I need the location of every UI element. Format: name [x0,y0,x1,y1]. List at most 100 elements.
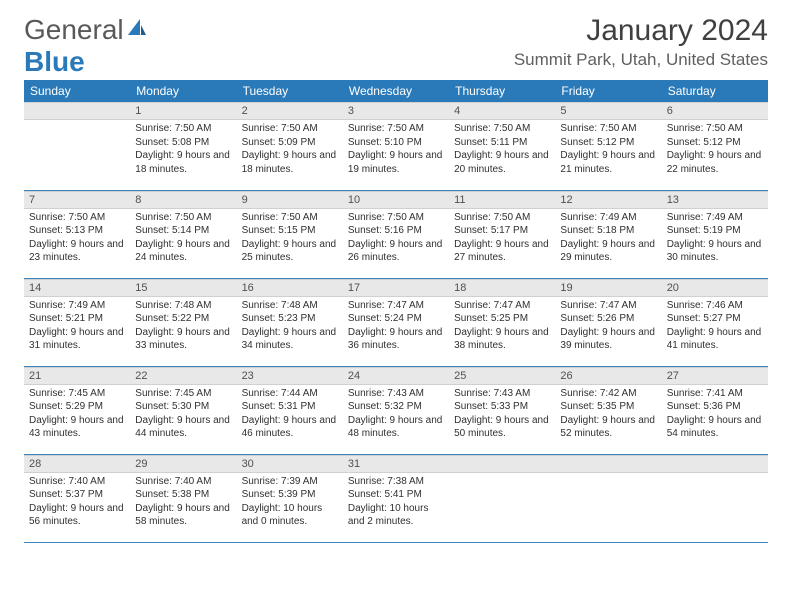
sunset-line: Sunset: 5:16 PM [348,224,444,238]
sunset-line: Sunset: 5:37 PM [29,488,125,502]
calendar-cell: 22Sunrise: 7:45 AMSunset: 5:30 PMDayligh… [130,366,236,454]
day-number: 17 [343,279,449,297]
day-details: Sunrise: 7:49 AMSunset: 5:18 PMDaylight:… [555,209,661,269]
daylight-line: Daylight: 9 hours and 27 minutes. [454,238,550,265]
sunrise-line: Sunrise: 7:45 AM [135,387,231,401]
sunset-line: Sunset: 5:09 PM [242,136,338,150]
sunrise-line: Sunrise: 7:47 AM [560,299,656,313]
day-details: Sunrise: 7:50 AMSunset: 5:16 PMDaylight:… [343,209,449,269]
calendar-cell: 3Sunrise: 7:50 AMSunset: 5:10 PMDaylight… [343,102,449,190]
sunrise-line: Sunrise: 7:50 AM [454,122,550,136]
day-number: 1 [130,102,236,120]
day-number: 16 [237,279,343,297]
weekday-header: Saturday [662,80,768,102]
sunset-line: Sunset: 5:24 PM [348,312,444,326]
daylight-line: Daylight: 9 hours and 22 minutes. [667,149,763,176]
sunset-line: Sunset: 5:17 PM [454,224,550,238]
calendar-cell: 7Sunrise: 7:50 AMSunset: 5:13 PMDaylight… [24,190,130,278]
day-details: Sunrise: 7:41 AMSunset: 5:36 PMDaylight:… [662,385,768,445]
calendar-cell: 25Sunrise: 7:43 AMSunset: 5:33 PMDayligh… [449,366,555,454]
sunrise-line: Sunrise: 7:50 AM [560,122,656,136]
daylight-line: Daylight: 9 hours and 39 minutes. [560,326,656,353]
sunset-line: Sunset: 5:31 PM [242,400,338,414]
calendar-cell: 19Sunrise: 7:47 AMSunset: 5:26 PMDayligh… [555,278,661,366]
day-details: Sunrise: 7:49 AMSunset: 5:21 PMDaylight:… [24,297,130,357]
sunset-line: Sunset: 5:35 PM [560,400,656,414]
daylight-line: Daylight: 9 hours and 43 minutes. [29,414,125,441]
sunrise-line: Sunrise: 7:40 AM [29,475,125,489]
daylight-line: Daylight: 9 hours and 38 minutes. [454,326,550,353]
day-number: 4 [449,102,555,120]
day-number: 23 [237,367,343,385]
daylight-line: Daylight: 9 hours and 33 minutes. [135,326,231,353]
day-number: 30 [237,455,343,473]
day-number: 12 [555,191,661,209]
sunrise-line: Sunrise: 7:50 AM [348,211,444,225]
sunset-line: Sunset: 5:41 PM [348,488,444,502]
daylight-line: Daylight: 9 hours and 52 minutes. [560,414,656,441]
day-details: Sunrise: 7:43 AMSunset: 5:32 PMDaylight:… [343,385,449,445]
sunset-line: Sunset: 5:36 PM [667,400,763,414]
daylight-line: Daylight: 9 hours and 23 minutes. [29,238,125,265]
calendar-row: 7Sunrise: 7:50 AMSunset: 5:13 PMDaylight… [24,190,768,278]
day-details: Sunrise: 7:45 AMSunset: 5:30 PMDaylight:… [130,385,236,445]
day-number: 20 [662,279,768,297]
weekday-header: Sunday [24,80,130,102]
day-details: Sunrise: 7:38 AMSunset: 5:41 PMDaylight:… [343,473,449,533]
sunrise-line: Sunrise: 7:49 AM [29,299,125,313]
calendar-cell: 4Sunrise: 7:50 AMSunset: 5:11 PMDaylight… [449,102,555,190]
day-details: Sunrise: 7:45 AMSunset: 5:29 PMDaylight:… [24,385,130,445]
day-number: 10 [343,191,449,209]
day-number: 26 [555,367,661,385]
day-details: Sunrise: 7:47 AMSunset: 5:25 PMDaylight:… [449,297,555,357]
day-details: Sunrise: 7:47 AMSunset: 5:26 PMDaylight:… [555,297,661,357]
sunrise-line: Sunrise: 7:45 AM [29,387,125,401]
calendar-cell: 30Sunrise: 7:39 AMSunset: 5:39 PMDayligh… [237,454,343,542]
sunrise-line: Sunrise: 7:38 AM [348,475,444,489]
day-details: Sunrise: 7:42 AMSunset: 5:35 PMDaylight:… [555,385,661,445]
daylight-line: Daylight: 9 hours and 31 minutes. [29,326,125,353]
brand-part1: General [24,14,124,46]
calendar-row: 1Sunrise: 7:50 AMSunset: 5:08 PMDaylight… [24,102,768,190]
calendar-cell: 12Sunrise: 7:49 AMSunset: 5:18 PMDayligh… [555,190,661,278]
sunrise-line: Sunrise: 7:42 AM [560,387,656,401]
calendar-cell: 24Sunrise: 7:43 AMSunset: 5:32 PMDayligh… [343,366,449,454]
day-number [449,455,555,473]
daylight-line: Daylight: 9 hours and 48 minutes. [348,414,444,441]
calendar-cell [24,102,130,190]
calendar-cell: 16Sunrise: 7:48 AMSunset: 5:23 PMDayligh… [237,278,343,366]
day-number [555,455,661,473]
sunrise-line: Sunrise: 7:50 AM [135,211,231,225]
day-details: Sunrise: 7:40 AMSunset: 5:37 PMDaylight:… [24,473,130,533]
day-number: 19 [555,279,661,297]
day-details: Sunrise: 7:50 AMSunset: 5:12 PMDaylight:… [555,120,661,180]
calendar-row: 28Sunrise: 7:40 AMSunset: 5:37 PMDayligh… [24,454,768,542]
day-number: 31 [343,455,449,473]
daylight-line: Daylight: 9 hours and 25 minutes. [242,238,338,265]
calendar-cell: 6Sunrise: 7:50 AMSunset: 5:12 PMDaylight… [662,102,768,190]
sunset-line: Sunset: 5:32 PM [348,400,444,414]
day-number: 15 [130,279,236,297]
day-number: 21 [24,367,130,385]
sunrise-line: Sunrise: 7:44 AM [242,387,338,401]
calendar-row: 21Sunrise: 7:45 AMSunset: 5:29 PMDayligh… [24,366,768,454]
sunrise-line: Sunrise: 7:43 AM [348,387,444,401]
day-number: 14 [24,279,130,297]
daylight-line: Daylight: 9 hours and 30 minutes. [667,238,763,265]
day-number: 22 [130,367,236,385]
sunrise-line: Sunrise: 7:47 AM [348,299,444,313]
weekday-header: Thursday [449,80,555,102]
calendar-row: 14Sunrise: 7:49 AMSunset: 5:21 PMDayligh… [24,278,768,366]
day-number: 29 [130,455,236,473]
calendar-cell: 11Sunrise: 7:50 AMSunset: 5:17 PMDayligh… [449,190,555,278]
weekday-header: Tuesday [237,80,343,102]
calendar-cell: 15Sunrise: 7:48 AMSunset: 5:22 PMDayligh… [130,278,236,366]
sunrise-line: Sunrise: 7:41 AM [667,387,763,401]
daylight-line: Daylight: 9 hours and 58 minutes. [135,502,231,529]
day-details: Sunrise: 7:48 AMSunset: 5:22 PMDaylight:… [130,297,236,357]
day-details: Sunrise: 7:46 AMSunset: 5:27 PMDaylight:… [662,297,768,357]
calendar-cell: 8Sunrise: 7:50 AMSunset: 5:14 PMDaylight… [130,190,236,278]
sunrise-line: Sunrise: 7:50 AM [242,211,338,225]
calendar-cell: 28Sunrise: 7:40 AMSunset: 5:37 PMDayligh… [24,454,130,542]
title-block: January 2024 Summit Park, Utah, United S… [514,14,768,70]
